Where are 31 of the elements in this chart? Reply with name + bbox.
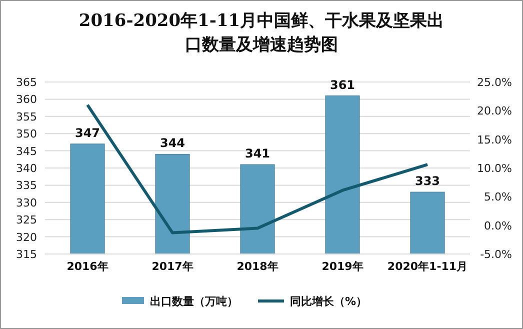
- legend-label: 出口数量（万吨）: [150, 295, 238, 308]
- y-tick-label: 340: [16, 162, 37, 175]
- y2-tick-label: 10.0%: [477, 162, 512, 175]
- text: 361: [330, 78, 356, 92]
- text: 333: [414, 174, 440, 188]
- x-tick-label: 2016年: [66, 260, 108, 273]
- y-tick-label: 350: [16, 128, 37, 141]
- text: 347: [74, 126, 100, 140]
- y2-tick-label: 0.0%: [484, 219, 512, 232]
- y-tick-label: 355: [16, 110, 37, 124]
- y2-tick-label: -5.0%: [480, 248, 512, 261]
- y2-tick-label: 25.0%: [477, 76, 512, 89]
- x-tick-label: 2019年: [322, 260, 364, 273]
- y-tick-label: 320: [16, 230, 37, 244]
- chart-title: 2016-2020年1-11月中国鲜、干水果及坚果出口数量及增速趋势图: [78, 11, 444, 55]
- y2-tick-label: 15.0%: [477, 133, 512, 146]
- y-tick-label: 315: [16, 248, 37, 261]
- text: 341: [244, 146, 270, 161]
- text: 344: [160, 136, 186, 150]
- x-tick-label: 2020年1-11月: [387, 260, 468, 273]
- y-tick-label: 360: [16, 93, 37, 106]
- x-tick-label: 2018年: [236, 260, 278, 273]
- y-tick-label: 365: [16, 76, 37, 89]
- y-tick-label: 345: [16, 144, 37, 158]
- y2-tick-label: 5.0%: [484, 190, 512, 204]
- legend-label: 同比增长（%）: [290, 295, 368, 308]
- y2-tick-label: 20.0%: [477, 104, 512, 118]
- y-tick-label: 330: [16, 196, 37, 210]
- y-tick-label: 335: [16, 179, 37, 192]
- x-tick-label: 2017年: [152, 260, 194, 273]
- y-tick-label: 325: [16, 214, 37, 227]
